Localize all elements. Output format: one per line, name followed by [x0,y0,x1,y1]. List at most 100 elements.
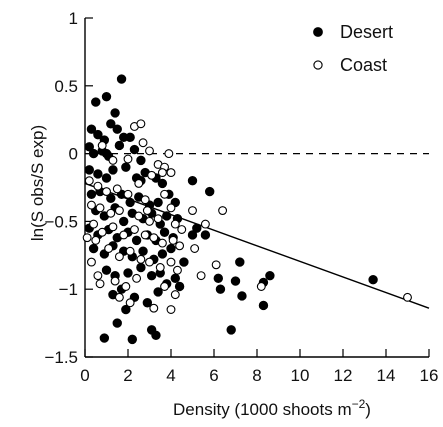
desert-point [153,287,163,297]
desert-point [265,270,275,281]
desert-point [125,197,135,208]
desert-point [93,169,103,179]
desert-point [88,148,99,159]
x-tick-label: 2 [123,366,132,385]
desert-point [368,275,378,285]
coast-point [108,155,118,165]
coast-point [125,246,135,256]
coast-point [157,238,167,248]
coast-point [140,230,150,240]
x-tick-label: 10 [291,366,310,385]
desert-point [86,189,97,199]
y-tick-label: 0 [69,145,78,164]
desert-point [157,249,168,259]
coast-point [403,292,412,302]
coast-point [157,168,167,178]
coast-point [153,214,163,224]
x-axis-ticks: 0 2 4 6 8 10 12 14 16 [80,349,438,385]
desert-point [123,268,133,278]
desert-point [106,119,116,129]
coast-point [119,230,129,240]
coast-point [136,254,146,264]
coast-point [97,141,107,150]
coast-point [166,168,176,178]
coast-point [218,206,228,216]
coast-point [160,189,170,199]
coast-point [130,225,139,234]
desert-point [91,97,101,107]
legend-label-coast: Coast [340,55,387,75]
desert-point [226,325,236,335]
coast-point [114,252,124,262]
coast-point [173,265,182,275]
coast-point [170,290,180,300]
coast-point [97,227,107,237]
desert-point [112,124,122,134]
y-tick-label: 1 [69,9,78,28]
desert-point [170,273,181,284]
coast-point [145,216,154,226]
desert-point [101,91,112,102]
desert-point [121,162,131,172]
desert-point [129,144,140,155]
desert-point [121,304,131,315]
coast-point [114,292,124,302]
coast-point [136,119,146,129]
desert-point [192,223,202,233]
coast-point [86,200,96,210]
coast-point [200,219,210,229]
desert-point [108,165,118,175]
coast-point [93,181,103,191]
coast-point [110,276,120,286]
coast-point [155,263,165,272]
desert-point [131,235,142,246]
coast-point [177,225,187,234]
coast-point [102,187,111,197]
desert-point [142,298,153,308]
coast-point [114,206,124,216]
desert-point [110,108,120,118]
desert-point [174,281,185,292]
x-axis-label-exponent: −2 [352,397,366,411]
coast-point [190,244,200,253]
x-tick-label: 6 [209,366,218,385]
desert-point [93,129,103,140]
desert-point [200,230,211,240]
desert-point [86,124,97,134]
coast-point [145,146,154,156]
coast-point [82,233,92,243]
desert-point [187,176,198,186]
desert-point [125,132,135,143]
coast-point [140,195,150,205]
desert-point [101,148,112,159]
coast-point [132,273,142,283]
coast-point [175,241,185,251]
desert-point [161,211,172,221]
desert-point [237,291,247,301]
coast-point [149,233,159,243]
desert-point [84,165,95,175]
coast-point [168,235,178,245]
desert-point [88,243,99,254]
coast-point [164,149,174,159]
coast-point [93,271,103,281]
x-axis-label: Density (1000 shoots m−2) [173,397,371,419]
x-axis-label-main: Density (1000 shoots m [173,400,352,419]
desert-point [153,197,163,208]
desert-point [84,142,95,152]
coast-point [95,279,105,289]
desert-point [114,140,125,151]
desert-point [159,227,170,237]
x-axis-label-close: ) [365,400,371,419]
desert-point [187,230,198,240]
coast-point [106,208,116,218]
desert-point [101,265,112,275]
coast-point [145,257,154,267]
desert-point [230,276,241,286]
coast-point [104,244,114,253]
legend: Desert Coast [313,22,393,75]
desert-point [136,155,146,166]
desert-point [179,257,189,267]
coast-point [170,219,180,229]
desert-point [127,334,138,345]
